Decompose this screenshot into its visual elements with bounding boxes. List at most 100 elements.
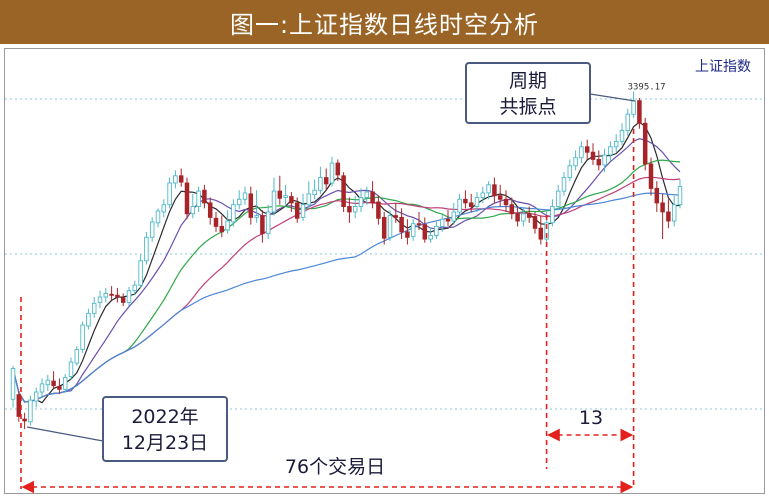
candle-body-88 xyxy=(521,213,526,222)
candle-body-68 xyxy=(405,231,410,238)
candle-body-49 xyxy=(294,202,300,219)
candle-body-114 xyxy=(671,204,677,222)
candle-body-85 xyxy=(503,198,509,206)
candle-body-96 xyxy=(567,165,573,179)
candle-body-79 xyxy=(468,202,474,207)
candle-body-37 xyxy=(225,220,230,231)
callout-peak-line-2: 共振点 xyxy=(499,96,556,118)
interval-long-label: 76个交易日 xyxy=(285,456,385,478)
callout-start: 2022年 12月23日 xyxy=(26,396,228,462)
candle-body-93 xyxy=(550,206,555,224)
candle-body-4 xyxy=(33,391,39,402)
index-label: 上证指数 xyxy=(695,59,751,75)
candle-body-97 xyxy=(573,157,578,167)
candle-body-94 xyxy=(555,190,561,207)
candle-body-51 xyxy=(306,193,312,206)
candle-body-59 xyxy=(352,206,358,213)
candle-body-1 xyxy=(16,394,22,417)
candle-body-62 xyxy=(370,191,375,204)
candle-body-82 xyxy=(486,184,491,194)
candle-body-0 xyxy=(10,368,16,400)
candle-body-27 xyxy=(167,182,172,206)
chart-title-banner: 图一:上证指数日线时空分析 xyxy=(0,0,769,44)
candle-body-21 xyxy=(132,284,138,292)
candle-body-33 xyxy=(202,189,207,204)
candle-body-115 xyxy=(677,186,683,206)
candle-body-105 xyxy=(619,130,625,142)
candle-body-99 xyxy=(584,146,590,153)
moving-average-lines xyxy=(12,121,681,404)
candle-body-15 xyxy=(97,296,103,303)
candle-body-107 xyxy=(631,100,636,115)
candle-body-72 xyxy=(428,235,433,240)
candle-body-109 xyxy=(642,122,648,165)
candle-body-57 xyxy=(341,175,346,208)
candle-body-108 xyxy=(637,100,642,124)
candle-body-98 xyxy=(579,146,584,159)
candles xyxy=(10,91,683,430)
candle-body-81 xyxy=(480,192,486,198)
candle-body-89 xyxy=(526,213,532,218)
candle-body-86 xyxy=(509,204,515,215)
candle-body-31 xyxy=(190,206,196,215)
candle-body-101 xyxy=(596,159,602,166)
candle-body-45 xyxy=(271,190,277,213)
candle-body-5 xyxy=(39,383,45,393)
candlestick-chart: 上证指数 3395.17 周期 共振点 2022年 12月23日 13 76个交… xyxy=(5,59,764,493)
candle-body-39 xyxy=(236,198,242,206)
candle-body-65 xyxy=(387,215,393,238)
candle-body-8 xyxy=(57,386,62,390)
candle-body-61 xyxy=(364,191,370,198)
candle-body-46 xyxy=(277,190,283,199)
candle-body-28 xyxy=(173,175,178,184)
candle-body-73 xyxy=(434,225,439,236)
annotations xyxy=(20,129,635,493)
candle-body-34 xyxy=(207,202,213,218)
candle-body-84 xyxy=(497,195,503,200)
candle-body-67 xyxy=(399,216,404,233)
candle-body-42 xyxy=(254,215,259,218)
candle-body-91 xyxy=(538,227,544,240)
candle-body-11 xyxy=(74,349,80,364)
candle-body-87 xyxy=(515,213,520,222)
candle-body-30 xyxy=(184,182,190,215)
candle-body-40 xyxy=(242,192,248,200)
candle-body-102 xyxy=(602,154,607,166)
candle-body-43 xyxy=(260,215,265,235)
candle-body-60 xyxy=(358,197,364,207)
candle-body-35 xyxy=(213,217,219,227)
candle-body-3 xyxy=(28,399,33,423)
candle-body-75 xyxy=(445,218,451,222)
candle-body-77 xyxy=(457,198,462,213)
candle-body-13 xyxy=(86,312,91,327)
candle-body-56 xyxy=(335,162,341,176)
ma10-line xyxy=(12,138,681,403)
candle-body-2 xyxy=(22,418,27,422)
candle-body-17 xyxy=(109,293,114,296)
candle-body-100 xyxy=(590,151,596,160)
candle-body-90 xyxy=(532,216,538,229)
candle-body-22 xyxy=(138,260,143,286)
candle-body-55 xyxy=(329,162,335,184)
candle-body-103 xyxy=(608,146,613,156)
candle-body-20 xyxy=(126,290,132,303)
candle-body-113 xyxy=(666,211,671,222)
candle-body-32 xyxy=(196,190,201,207)
candle-body-47 xyxy=(283,195,288,198)
candle-body-48 xyxy=(289,196,294,204)
candle-body-52 xyxy=(312,189,317,196)
candle-body-44 xyxy=(265,211,271,235)
candle-body-16 xyxy=(103,292,109,298)
candle-body-78 xyxy=(463,198,468,204)
candle-body-23 xyxy=(144,236,149,262)
candle-body-95 xyxy=(561,177,567,192)
candle-body-36 xyxy=(219,225,225,233)
candle-body-54 xyxy=(323,177,329,185)
candle-body-71 xyxy=(422,224,428,240)
candle-body-74 xyxy=(439,218,445,227)
candle-body-110 xyxy=(648,163,654,189)
candle-body-6 xyxy=(45,379,51,386)
candle-body-64 xyxy=(381,216,387,239)
candle-body-66 xyxy=(393,215,399,218)
candle-body-7 xyxy=(51,380,56,387)
